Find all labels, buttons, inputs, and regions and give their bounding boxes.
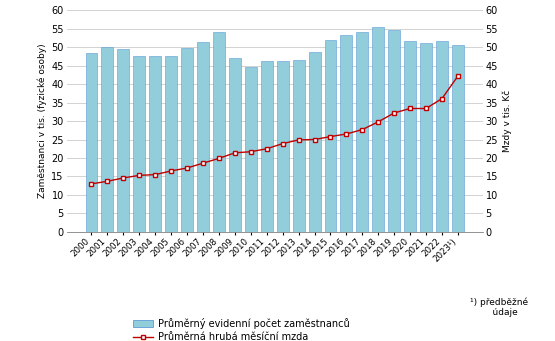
Bar (213, 32, 225, 232)
Bar (420, 43, 432, 232)
Bar (356, 32, 369, 232)
Bar (325, 40, 336, 232)
Bar (436, 41, 448, 232)
Bar (133, 56, 145, 232)
Bar (372, 27, 384, 232)
Bar (118, 49, 129, 232)
Bar (197, 42, 209, 232)
Y-axis label: Zaměstnanci v tis. (fyzické osoby): Zaměstnanci v tis. (fyzické osoby) (38, 44, 47, 198)
Bar (277, 61, 289, 232)
Bar (165, 56, 177, 232)
Bar (245, 67, 257, 232)
Bar (340, 34, 352, 232)
Bar (404, 41, 416, 232)
Bar (102, 47, 113, 232)
Bar (309, 52, 321, 232)
Bar (292, 60, 305, 232)
Bar (229, 58, 241, 232)
Bar (261, 61, 273, 232)
Bar (181, 48, 193, 232)
Bar (149, 56, 161, 232)
Bar (85, 54, 98, 232)
Bar (452, 45, 464, 232)
Y-axis label: Mzdy v tis. Kč: Mzdy v tis. Kč (502, 90, 512, 152)
Text: ¹) předběžné
    údaje: ¹) předběžné údaje (471, 297, 528, 317)
Legend: Průměrný evidenní počet zaměstnanců, Průměrná hrubá měsíční mzda: Průměrný evidenní počet zaměstnanců, Prů… (133, 318, 350, 341)
Bar (388, 30, 400, 232)
